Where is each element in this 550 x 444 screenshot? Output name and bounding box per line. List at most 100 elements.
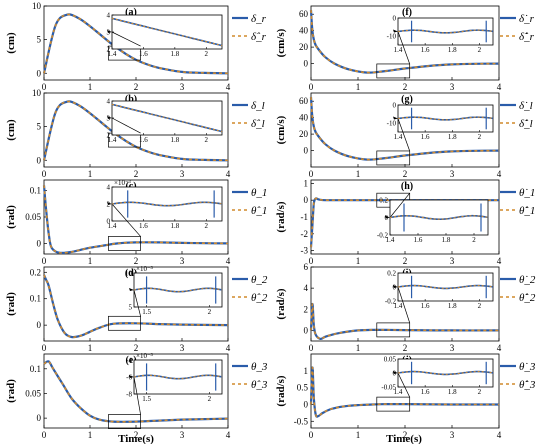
x-tick-label: 1 bbox=[356, 343, 361, 353]
zoom-arrow bbox=[133, 289, 141, 317]
inset-x-tick-label: 1.8 bbox=[170, 222, 179, 230]
inset-c: 1.4 1.6 1.8 2 0 2 4×10⁻³ bbox=[107, 179, 223, 237]
inset-y-tick-label: -0.2 bbox=[385, 298, 397, 306]
inset-x-tick-label: 2 bbox=[208, 308, 212, 316]
y-axis-label: (rad) bbox=[5, 205, 17, 229]
series-line-estimate bbox=[43, 360, 229, 423]
inset-y-tick-label: 4 bbox=[107, 98, 111, 106]
legend-label-actual: δ̇_l bbox=[519, 100, 533, 112]
inset-x-tick-label: 1.8 bbox=[170, 50, 179, 58]
x-tick-label: 4 bbox=[497, 169, 502, 179]
inset-x-tick-label: 2 bbox=[205, 222, 209, 230]
zoom-arrow bbox=[111, 203, 141, 237]
inset-exponent: ×10⁻³ bbox=[136, 352, 153, 360]
zoom-arrow bbox=[397, 118, 411, 152]
inset-frame bbox=[389, 199, 489, 236]
panel-label: (d) bbox=[125, 268, 137, 279]
inset-x-tick-label: 1.4 bbox=[394, 302, 403, 310]
inset-y-tick-label: 0 bbox=[393, 15, 397, 23]
inset-x-tick-label: 1.8 bbox=[448, 46, 457, 54]
x-tick-label: 0 bbox=[42, 169, 47, 179]
x-tick-label: 2 bbox=[134, 169, 139, 179]
inset-y-tick-label: -8 bbox=[126, 391, 132, 399]
inset-a: 1.4 1.6 1.8 2 2 3 4 bbox=[107, 12, 223, 58]
panel-label: (e) bbox=[125, 355, 136, 366]
zoom-arrow-head bbox=[393, 371, 398, 374]
zoom-box bbox=[376, 150, 411, 166]
inset-x-tick-label: 1.5 bbox=[142, 395, 151, 403]
x-tick-label: 1 bbox=[88, 430, 93, 440]
legend-label-actual: θ̇_2 bbox=[519, 274, 536, 286]
x-tick-label: 3 bbox=[180, 82, 185, 92]
zoom-arrow bbox=[397, 286, 411, 324]
panel-label: (a) bbox=[125, 7, 137, 18]
x-tick-label: 2 bbox=[403, 82, 408, 92]
x-tick-label: 4 bbox=[226, 256, 231, 266]
inset-j: 1.4 1.6 1.8 2 -0.05 0 0.05 bbox=[381, 356, 494, 398]
inset-x-tick-label: 1.4 bbox=[394, 133, 403, 141]
inset-frame bbox=[133, 272, 223, 308]
x-tick-label: 3 bbox=[450, 343, 455, 353]
zoom-arrow-head bbox=[129, 288, 134, 291]
inset-y-tick-label: 3 bbox=[107, 115, 111, 123]
zoom-arrow bbox=[111, 31, 141, 47]
legend-label-actual: θ_3 bbox=[251, 361, 268, 373]
y-tick-label: 0.1 bbox=[30, 364, 41, 374]
legend-label-estimate: θ̂̇_1 bbox=[519, 205, 535, 217]
zoom-arrow bbox=[397, 31, 411, 65]
inset-x-tick-label: 1.6 bbox=[421, 388, 430, 396]
inset-series-estimate bbox=[397, 116, 494, 121]
x-tick-label: 2 bbox=[403, 169, 408, 179]
x-tick-label: 4 bbox=[226, 343, 231, 353]
legend-label-estimate: θ̂̇_3 bbox=[519, 379, 536, 391]
inset-exponent: ×10⁻³ bbox=[136, 265, 153, 273]
series-line-estimate bbox=[43, 185, 229, 254]
x-tick-label: 3 bbox=[450, 169, 455, 179]
y-axis-label: (rad) bbox=[5, 292, 17, 316]
x-tick-label: 3 bbox=[180, 430, 185, 440]
inset-y-tick-label: 0.2 bbox=[387, 270, 396, 278]
y-axis-label: (rad) bbox=[5, 379, 17, 403]
y-tick-label: 0 bbox=[304, 146, 309, 156]
y-tick-label: 4 bbox=[304, 283, 309, 293]
series-line-estimate bbox=[310, 97, 500, 161]
y-axis-label: (cm/s) bbox=[275, 28, 287, 57]
legend-label-actual: θ_1 bbox=[251, 187, 267, 199]
zoom-arrow-head bbox=[393, 285, 398, 288]
x-tick-label: 1 bbox=[356, 82, 361, 92]
inset-x-tick-label: 1.6 bbox=[421, 133, 430, 141]
zoom-arrow bbox=[389, 192, 410, 218]
panel-a: 0 1 2 3 4 0 5 10 (cm) (a) 1.4 1.6 1.8 2 2 3 4 δ_r δ̂_r bbox=[5, 1, 267, 92]
series-line-actual bbox=[309, 302, 500, 341]
x-tick-label: 2 bbox=[134, 82, 139, 92]
y-axis-label: (cm/s) bbox=[275, 115, 287, 144]
y-tick-label: 0.1 bbox=[30, 294, 41, 304]
inset-y-tick-label: -0.05 bbox=[381, 384, 396, 392]
y-tick-label: 60 bbox=[299, 9, 309, 19]
y-tick-label: -1 bbox=[301, 212, 309, 222]
inset-y-tick-label: 2 bbox=[107, 132, 111, 140]
inset-x-tick-label: 1.4 bbox=[394, 388, 403, 396]
zoom-box bbox=[108, 315, 141, 331]
panel-b: 0 1 2 3 4 0 5 10 (cm) (b) 1.4 1.6 1.8 2 2 3 4 δ_l δ̂_l bbox=[5, 88, 265, 179]
x-tick-label: 0 bbox=[42, 430, 47, 440]
panel-label: (b) bbox=[125, 94, 137, 105]
inset-x-tick-label: 1.4 bbox=[108, 50, 117, 58]
inset-y-tick-label: 2 bbox=[107, 46, 111, 54]
inset-y-tick-label: -4 bbox=[126, 357, 132, 365]
inset-b: 1.4 1.6 1.8 2 2 3 4 bbox=[107, 98, 223, 144]
x-tick-label: 2 bbox=[134, 256, 139, 266]
inset-frame bbox=[111, 186, 223, 222]
x-tick-label: 3 bbox=[180, 343, 185, 353]
panel-d: 0 1 2 3 4 0 0.1 0.2 (rad) (d) 1.5 2 5 10×10⁻³ θ_2 θ̂_2 bbox=[5, 265, 268, 353]
inset-x-tick-label: 1.6 bbox=[139, 50, 148, 58]
y-tick-label: 0 bbox=[304, 195, 309, 205]
zoom-box bbox=[108, 414, 141, 429]
legend-label-estimate: δ̂̇_r bbox=[519, 31, 535, 43]
inset-x-tick-label: 1.4 bbox=[108, 136, 117, 144]
y-tick-label: 20 bbox=[299, 129, 309, 139]
y-tick-label: 6 bbox=[304, 262, 309, 272]
zoom-arrow-head bbox=[385, 215, 390, 219]
x-tick-label: 4 bbox=[226, 169, 231, 179]
y-tick-label: 0.1 bbox=[30, 186, 41, 196]
